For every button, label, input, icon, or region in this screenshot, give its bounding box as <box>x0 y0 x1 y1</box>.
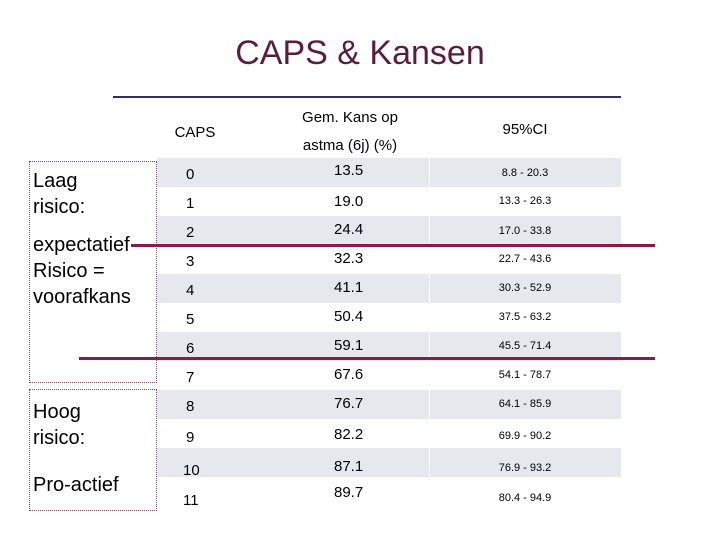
expectatief-label: expectatief Risico = voorafkans <box>33 232 131 310</box>
caps-value: 11 <box>183 492 199 509</box>
kans-value: 50.4 <box>334 308 364 325</box>
ci-value: 13.3 - 26.3 <box>498 195 552 207</box>
caps-value: 4 <box>186 282 195 299</box>
kans-value: 32.3 <box>334 250 364 267</box>
header-ci: 95%CI <box>502 121 548 138</box>
kans-value: 59.1 <box>334 337 364 354</box>
kans-value: 89.7 <box>334 484 364 501</box>
caps-value: 6 <box>186 340 195 357</box>
header-caps: CAPS <box>174 124 216 141</box>
header-kans-line1: Gem. Kans op <box>302 109 398 126</box>
ci-value: 8.8 - 20.3 <box>501 167 549 179</box>
caps-value: 1 <box>186 195 195 212</box>
caps-value: 2 <box>186 224 195 241</box>
header-kans-line2: astma (6j) (%) <box>302 137 398 154</box>
kans-value: 41.1 <box>334 279 364 296</box>
column-separator <box>429 390 430 419</box>
table-row-stripe <box>157 158 621 187</box>
ci-value: 30.3 - 52.9 <box>498 282 552 294</box>
table-row-stripe <box>157 274 621 303</box>
exp-line1: expectatief <box>33 234 130 256</box>
label-box-laag <box>29 161 157 383</box>
hoog-line2: risico: <box>33 427 86 449</box>
caps-value: 8 <box>186 398 195 415</box>
caps-value: 10 <box>183 462 200 479</box>
kans-value: 76.7 <box>334 395 364 412</box>
ci-value: 64.1 - 85.9 <box>498 398 552 410</box>
kans-value: 87.1 <box>334 458 364 475</box>
header-rule <box>113 96 621 98</box>
ci-value: 54.1 - 78.7 <box>498 369 552 381</box>
label-box-hoog <box>29 389 157 511</box>
ci-value: 37.5 - 63.2 <box>498 311 552 323</box>
kans-value: 24.4 <box>334 221 364 238</box>
divider-line-upper <box>79 244 655 247</box>
ci-value: 69.9 - 90.2 <box>498 430 552 442</box>
slide-title: CAPS & Kansen <box>235 34 485 72</box>
table-row-stripe <box>157 448 621 477</box>
laag-line1: Laag <box>33 170 78 192</box>
table-row-stripe <box>157 216 621 245</box>
ci-value: 22.7 - 43.6 <box>498 253 552 265</box>
ci-value: 80.4 - 94.9 <box>498 492 552 504</box>
kans-value: 82.2 <box>334 426 364 443</box>
kans-value: 67.6 <box>334 366 364 383</box>
kans-value: 19.0 <box>334 193 364 210</box>
hoog-risico-label: Hoog risico: <box>33 399 85 451</box>
laag-line2: risico: <box>33 196 86 218</box>
hoog-line1: Hoog <box>33 401 81 423</box>
kans-value: 13.5 <box>334 162 364 179</box>
caps-value: 9 <box>186 429 195 446</box>
column-separator <box>429 216 430 245</box>
table-row-stripe <box>157 332 621 361</box>
column-separator <box>429 158 430 187</box>
caps-value: 5 <box>186 311 195 328</box>
ci-value: 45.5 - 71.4 <box>498 340 552 352</box>
divider-line-lower <box>79 357 655 360</box>
laag-risico-label: Laag risico: <box>33 168 85 220</box>
ci-value: 76.9 - 93.2 <box>498 462 552 474</box>
exp-line2: Risico = <box>33 260 105 282</box>
column-separator <box>429 332 430 361</box>
column-separator <box>429 448 430 477</box>
table-row-stripe <box>157 390 621 419</box>
column-separator <box>429 274 430 303</box>
exp-line3: voorafkans <box>33 286 131 308</box>
caps-value: 7 <box>186 369 195 386</box>
pro-actief-label: Pro-actief <box>33 474 119 496</box>
ci-value: 17.0 - 33.8 <box>498 225 552 237</box>
caps-value: 0 <box>186 166 195 183</box>
caps-value: 3 <box>186 253 195 270</box>
